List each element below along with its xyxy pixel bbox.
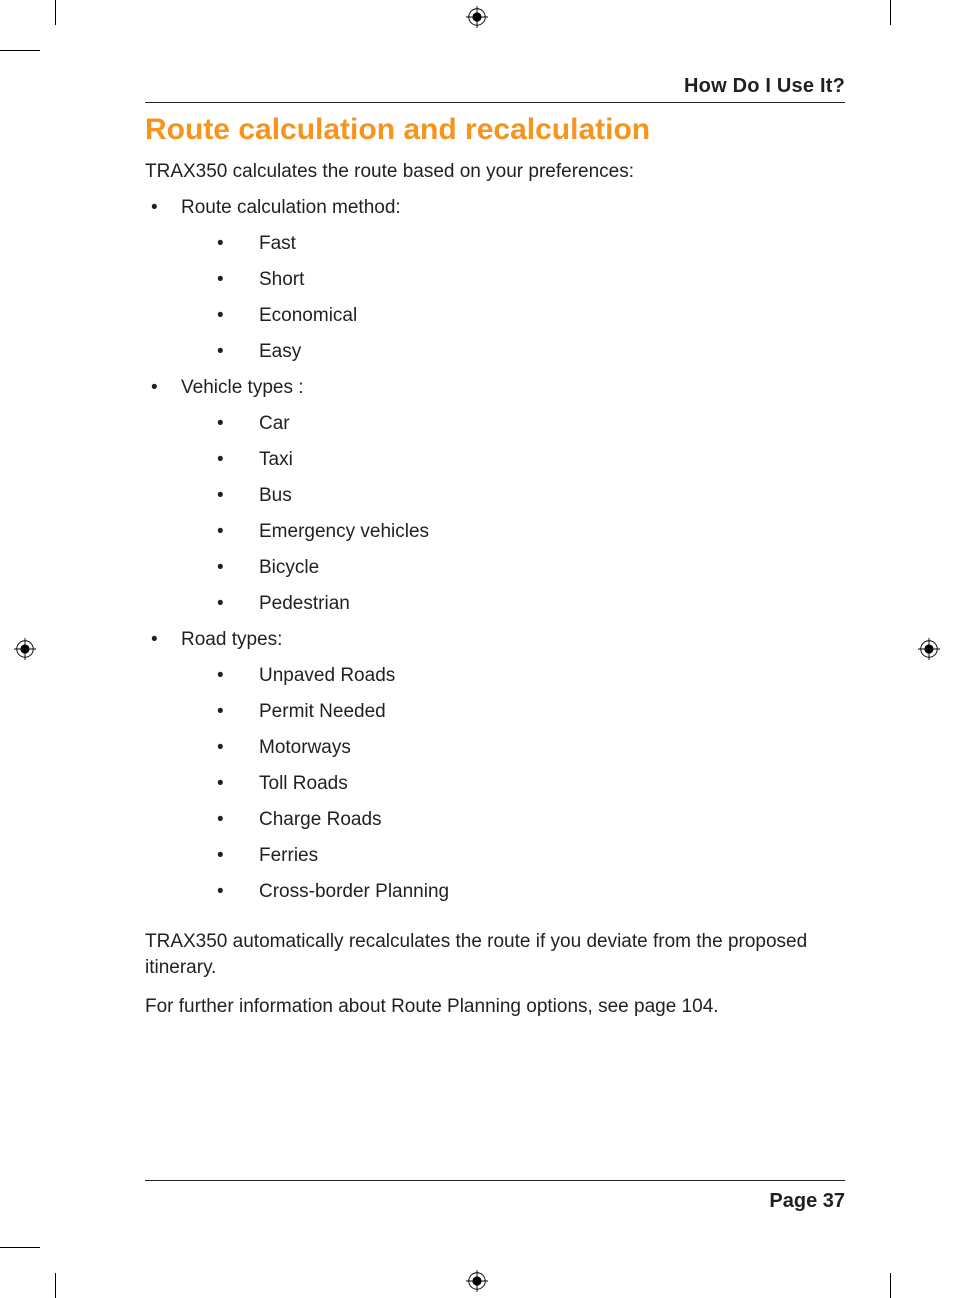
list-label: Route calculation method: xyxy=(181,197,401,218)
list-item: Bus xyxy=(181,485,845,507)
page-content: How Do I Use It? Route calculation and r… xyxy=(145,75,845,1034)
footer-rule xyxy=(145,1180,845,1181)
crop-mark xyxy=(55,0,56,25)
list-item: Ferries xyxy=(181,845,845,867)
list-item: Road types: Unpaved Roads Permit Needed … xyxy=(145,629,845,903)
intro-paragraph: TRAX350 calculates the route based on yo… xyxy=(145,161,845,183)
list-item: Vehicle types : Car Taxi Bus Emergency v… xyxy=(145,377,845,615)
crop-mark xyxy=(890,1273,891,1298)
body-paragraph: TRAX350 automatically recalculates the r… xyxy=(145,929,845,980)
page-number: Page 37 xyxy=(769,1190,845,1213)
list-item: Unpaved Roads xyxy=(181,665,845,687)
list-item: Easy xyxy=(181,341,845,363)
crop-mark xyxy=(55,1273,56,1298)
list-item: Motorways xyxy=(181,737,845,759)
body-paragraph: For further information about Route Plan… xyxy=(145,994,845,1020)
list-label: Road types: xyxy=(181,629,282,650)
list-item: Fast xyxy=(181,233,845,255)
list-item: Pedestrian xyxy=(181,593,845,615)
list-item: Emergency vehicles xyxy=(181,521,845,543)
registration-mark-icon xyxy=(14,638,36,660)
list-item: Permit Needed xyxy=(181,701,845,723)
sublist: Fast Short Economical Easy xyxy=(181,233,845,363)
section-title: Route calculation and recalculation xyxy=(145,113,845,147)
sublist: Car Taxi Bus Emergency vehicles Bicycle … xyxy=(181,413,845,615)
running-head: How Do I Use It? xyxy=(145,75,845,103)
list-item: Taxi xyxy=(181,449,845,471)
list-item: Short xyxy=(181,269,845,291)
registration-mark-icon xyxy=(466,6,488,28)
list-item: Cross-border Planning xyxy=(181,881,845,903)
list-item: Charge Roads xyxy=(181,809,845,831)
crop-mark xyxy=(0,1247,40,1248)
list-item: Car xyxy=(181,413,845,435)
list-item: Bicycle xyxy=(181,557,845,579)
list-item: Economical xyxy=(181,305,845,327)
registration-mark-icon xyxy=(918,638,940,660)
crop-mark xyxy=(0,50,40,51)
crop-mark xyxy=(890,0,891,25)
list-item: Route calculation method: Fast Short Eco… xyxy=(145,197,845,363)
list-label: Vehicle types : xyxy=(181,377,304,398)
sublist: Unpaved Roads Permit Needed Motorways To… xyxy=(181,665,845,903)
list-item: Toll Roads xyxy=(181,773,845,795)
registration-mark-icon xyxy=(466,1270,488,1292)
preferences-list: Route calculation method: Fast Short Eco… xyxy=(145,197,845,903)
